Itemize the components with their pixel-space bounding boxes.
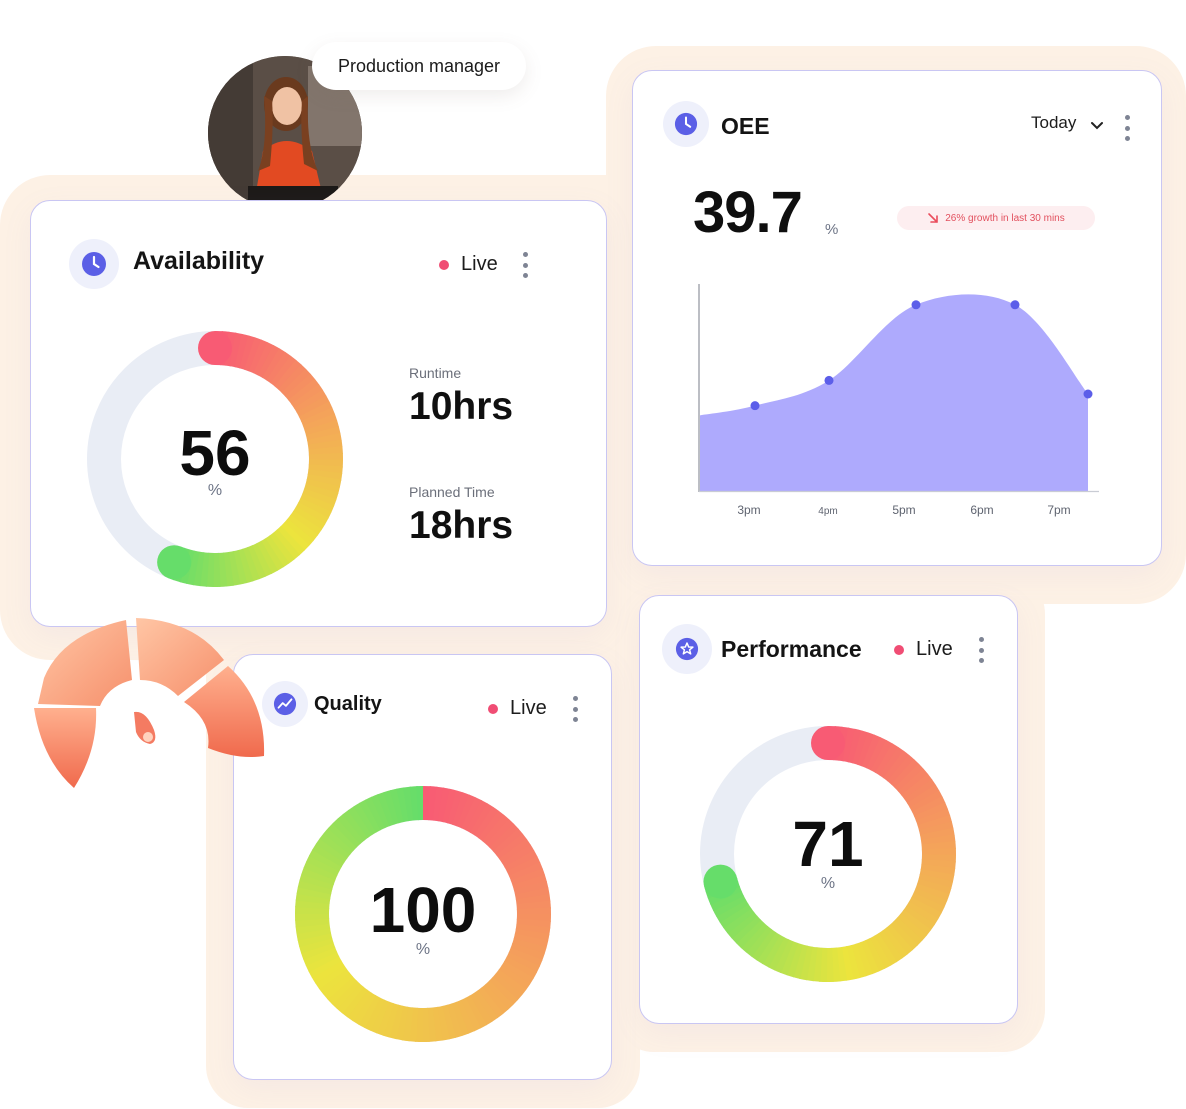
- availability-donut: 56 %: [86, 330, 344, 588]
- performance-icon-wrap: [662, 624, 712, 674]
- availability-title: Availability: [133, 247, 265, 275]
- oee-unit: %: [825, 221, 839, 238]
- availability-unit: %: [207, 482, 223, 499]
- quality-status-label: Live: [510, 697, 547, 719]
- performance-live-status: Live: [894, 638, 953, 661]
- availability-gauge-arc-end-cap: [157, 545, 192, 580]
- period-dropdown-value: Today: [1031, 113, 1077, 132]
- performance-title: Performance: [721, 636, 862, 662]
- availability-more-menu-icon[interactable]: [521, 252, 529, 278]
- availability-card: Availability Live 56 % Runtime 10hrs Pla…: [30, 200, 607, 627]
- oee-data-point[interactable]: [1010, 300, 1020, 310]
- period-dropdown[interactable]: Today: [1031, 113, 1104, 133]
- trend-chart-icon: [273, 692, 297, 716]
- clock-icon: [674, 112, 698, 136]
- performance-status-label: Live: [916, 638, 953, 660]
- performance-donut: 71 %: [699, 725, 957, 983]
- quality-title: Quality: [314, 693, 382, 715]
- quality-unit: %: [415, 941, 431, 958]
- performance-card: Performance Live 71 %: [639, 595, 1018, 1024]
- role-pill: Production manager: [312, 42, 526, 90]
- live-dot-icon: [439, 259, 449, 270]
- speedometer-illustration-icon: [34, 618, 265, 788]
- quality-card: Quality Live 100 %: [233, 654, 612, 1080]
- oee-data-point[interactable]: [911, 300, 921, 310]
- trend-badge-text: 26% growth in last 30 mins: [945, 212, 1065, 224]
- live-dot-icon: [894, 644, 904, 655]
- availability-gauge-arc-start-cap: [198, 331, 232, 365]
- chevron-down-icon: [1091, 121, 1104, 129]
- quality-gauge: [295, 786, 551, 1042]
- availability-value: 56: [179, 417, 251, 489]
- quality-donut: 100 %: [294, 785, 552, 1043]
- quality-icon-wrap: [262, 681, 308, 727]
- planned-time-value: 18hrs: [409, 504, 514, 547]
- availability-live-status: Live: [439, 253, 498, 276]
- runtime-value: 10hrs: [409, 385, 514, 428]
- oee-card: OEE Today 39.7 % 26% growth in last 30 m…: [632, 70, 1162, 566]
- oee-x-tick-label: 3pm: [737, 503, 760, 517]
- quality-more-menu-icon[interactable]: [571, 696, 579, 722]
- oee-value: 39.7: [693, 180, 803, 245]
- oee-title: OEE: [721, 113, 770, 139]
- performance-gauge-arc-start-cap: [811, 726, 845, 760]
- quality-live-status: Live: [488, 697, 547, 720]
- performance-gauge: [700, 726, 956, 982]
- oee-data-point[interactable]: [824, 375, 834, 385]
- planned-time-label: Planned Time: [409, 484, 495, 500]
- performance-value: 71: [792, 808, 864, 880]
- oee-x-tick-label: 6pm: [970, 503, 993, 517]
- performance-unit: %: [820, 875, 836, 892]
- oee-area-series: [700, 294, 1088, 491]
- oee-more-menu-icon[interactable]: [1123, 115, 1131, 141]
- oee-x-tick-label: 4pm: [818, 506, 837, 517]
- availability-gauge: [87, 331, 343, 587]
- availability-icon-wrap: [69, 239, 119, 289]
- star-badge-icon: [675, 637, 699, 661]
- quality-value: 100: [369, 874, 477, 946]
- oee-data-point[interactable]: [750, 401, 760, 411]
- oee-icon-wrap: [663, 101, 709, 147]
- performance-more-menu-icon[interactable]: [977, 637, 985, 663]
- trend-badge: 26% growth in last 30 mins: [897, 206, 1095, 230]
- role-label: Production manager: [337, 55, 501, 76]
- oee-area-chart: 3pm 4pm 5pm 6pm 7pm: [698, 284, 1099, 517]
- clock-icon: [82, 252, 106, 276]
- availability-status-label: Live: [461, 253, 498, 275]
- live-dot-icon: [488, 703, 498, 714]
- arrow-down-right-icon: [928, 213, 939, 223]
- runtime-label: Runtime: [409, 365, 462, 381]
- oee-data-point[interactable]: [1083, 389, 1093, 399]
- performance-gauge-arc-end-cap: [703, 864, 738, 899]
- oee-x-tick-label: 5pm: [892, 503, 915, 517]
- oee-x-tick-label: 7pm: [1047, 503, 1070, 517]
